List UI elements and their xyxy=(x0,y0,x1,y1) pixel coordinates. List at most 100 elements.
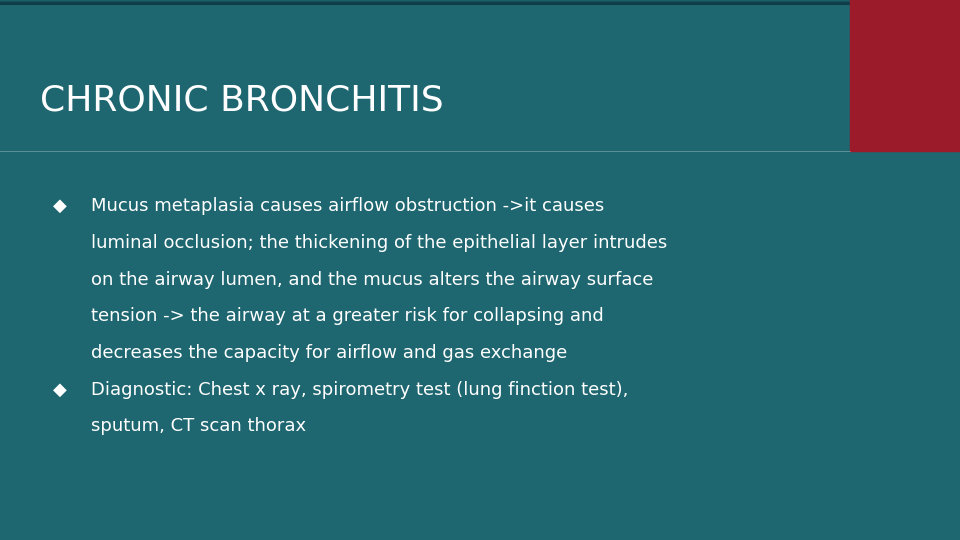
Bar xyxy=(0,2,960,4)
Bar xyxy=(0,1,960,4)
Text: tension -> the airway at a greater risk for collapsing and: tension -> the airway at a greater risk … xyxy=(91,307,604,325)
Bar xyxy=(0,2,960,4)
Bar xyxy=(0,0,960,3)
Bar xyxy=(0,3,960,5)
Bar xyxy=(0,1,960,3)
Bar xyxy=(0,1,960,3)
Bar xyxy=(0,1,960,4)
Bar xyxy=(0,2,960,5)
Bar xyxy=(0,0,960,3)
Bar xyxy=(0,1,960,3)
Bar xyxy=(0,2,960,5)
Bar xyxy=(0,1,960,4)
Bar xyxy=(0,3,960,5)
Bar xyxy=(0,2,960,5)
Bar xyxy=(0,2,960,4)
Bar xyxy=(0,2,960,4)
Bar xyxy=(0,1,960,4)
Bar xyxy=(0,1,960,4)
Bar xyxy=(0,1,960,3)
Bar xyxy=(0,2,960,4)
Bar xyxy=(0,1,960,3)
Bar xyxy=(0,2,960,4)
Bar xyxy=(0,2,960,4)
Bar xyxy=(0,1,960,4)
Bar xyxy=(0,2,960,5)
Bar xyxy=(0,2,960,4)
Bar xyxy=(0,1,960,4)
Bar xyxy=(0,2,960,5)
Bar xyxy=(0,1,960,3)
Bar xyxy=(0,2,960,4)
Bar xyxy=(0,1,960,3)
Bar xyxy=(0,1,960,4)
Bar xyxy=(0,2,960,5)
Bar xyxy=(0,1,960,4)
Bar xyxy=(0,1,960,4)
Bar xyxy=(0,1,960,3)
Bar xyxy=(0,1,960,4)
Bar xyxy=(0,2,960,4)
Bar xyxy=(0,1,960,3)
Bar xyxy=(0,1,960,4)
Bar xyxy=(0,1,960,4)
Bar xyxy=(0,2,960,4)
Bar xyxy=(0,2,960,5)
Bar xyxy=(0,1,960,3)
Bar xyxy=(0,1,960,3)
Bar xyxy=(0,3,960,5)
Bar xyxy=(0,2,960,4)
Bar xyxy=(0,1,960,4)
Bar xyxy=(0,2,960,4)
Bar xyxy=(0,1,960,4)
Bar xyxy=(0,3,960,5)
Bar xyxy=(0,1,960,4)
Bar xyxy=(0,2,960,5)
Bar xyxy=(0,0,960,3)
Bar xyxy=(0,1,960,4)
Bar xyxy=(0,3,960,5)
Bar xyxy=(0,2,960,4)
Bar xyxy=(0,0,960,3)
Bar xyxy=(0,1,960,4)
Bar xyxy=(0,1,960,4)
Bar xyxy=(0,1,960,3)
Bar xyxy=(0,0,960,3)
Bar xyxy=(0,2,960,5)
Bar xyxy=(0,1,960,3)
Bar xyxy=(0,3,960,5)
Bar xyxy=(0,1,960,3)
Bar xyxy=(0,2,960,4)
Bar xyxy=(0,2,960,5)
Bar xyxy=(0,0,960,3)
Bar xyxy=(0,1,960,3)
Bar xyxy=(0,2,960,5)
Bar xyxy=(0,2,960,5)
Bar xyxy=(0,3,960,5)
Bar xyxy=(0,2,960,5)
Bar xyxy=(0,1,960,4)
Bar xyxy=(0,2,960,4)
Bar xyxy=(0,0,960,3)
Bar xyxy=(0,3,960,5)
Bar xyxy=(0,2,960,5)
Bar xyxy=(0,2,960,4)
Bar xyxy=(0,1,960,4)
Bar xyxy=(0,2,960,5)
Bar xyxy=(0,1,960,4)
Bar xyxy=(0,2,960,4)
Bar xyxy=(0,1,960,4)
Bar xyxy=(0,2,960,5)
Bar xyxy=(0,0,960,3)
Bar xyxy=(0,2,960,5)
Bar xyxy=(0,1,960,4)
Bar xyxy=(0,2,960,4)
Bar xyxy=(0,1,960,3)
Bar xyxy=(0,2,960,5)
Bar xyxy=(0,1,960,3)
Bar xyxy=(0,0,960,3)
Bar xyxy=(0,2,960,4)
Bar xyxy=(0,1,960,4)
Bar xyxy=(0,1,960,3)
Bar xyxy=(0,1,960,4)
